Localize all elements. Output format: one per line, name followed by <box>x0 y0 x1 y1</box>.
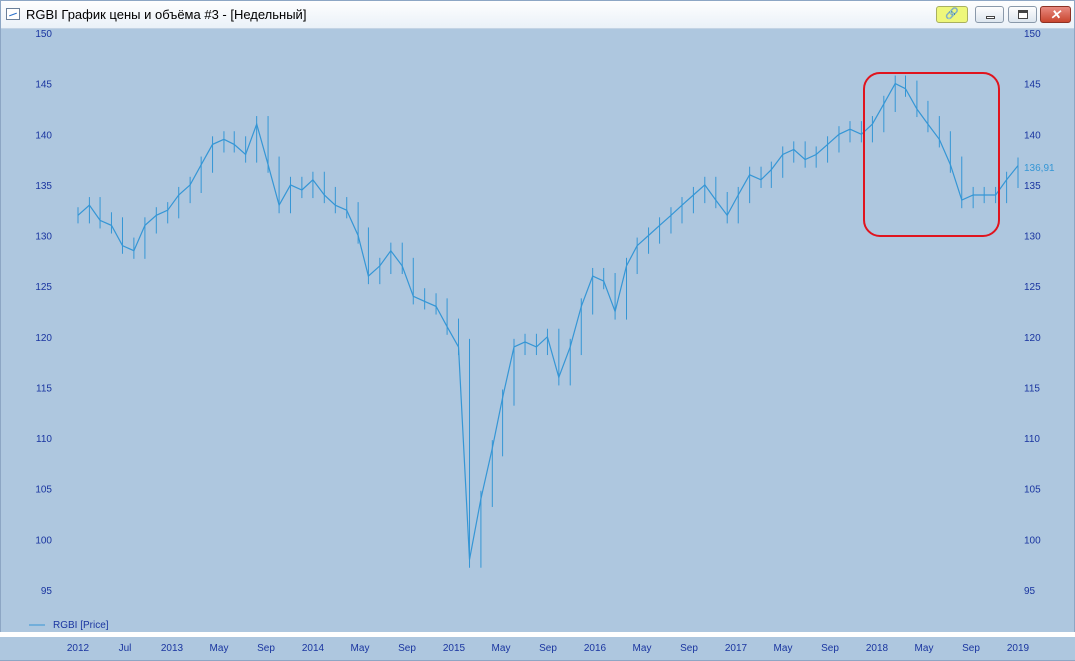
y-tick-label-right: 105 <box>1024 485 1041 496</box>
last-value-label: 136,91 <box>1024 163 1055 174</box>
minimize-button[interactable] <box>975 6 1004 23</box>
maximize-button[interactable] <box>1008 6 1037 23</box>
legend-label: RGBI [Price] <box>53 620 109 631</box>
link-icon: 🔗 <box>945 8 959 20</box>
y-tick-label-right: 145 <box>1024 80 1041 91</box>
x-tick-label: May <box>210 643 229 654</box>
y-axis-left: 150 145 140 135 130 125 120 115 110 105 100 95 <box>35 29 52 597</box>
y-tick-label-right: 100 <box>1024 535 1041 546</box>
legend: RGBI [Price] <box>29 620 109 631</box>
y-tick-label-right: 150 <box>1024 29 1041 40</box>
series-line <box>77 82 1019 560</box>
x-tick-label: 2016 <box>584 643 607 654</box>
y-tick-label-right: 140 <box>1024 130 1041 141</box>
minimize-icon <box>986 16 995 19</box>
y-tick-label-right: 130 <box>1024 232 1041 243</box>
x-tick-label: Sep <box>821 643 839 654</box>
y-tick-label-left: 125 <box>35 282 52 293</box>
y-tick-label-left: 95 <box>41 586 53 597</box>
y-tick-label-right: 120 <box>1024 333 1041 344</box>
x-tick-label: Sep <box>398 643 416 654</box>
x-tick-label: 2014 <box>302 643 325 654</box>
y-tick-label-left: 100 <box>35 535 52 546</box>
x-tick-label: Sep <box>257 643 275 654</box>
x-tick-label: Sep <box>680 643 698 654</box>
x-tick-label: 2017 <box>725 643 748 654</box>
y-tick-label-right: 125 <box>1024 282 1041 293</box>
y-tick-label-left: 120 <box>35 333 52 344</box>
y-tick-label-right: 115 <box>1024 383 1040 394</box>
bottom-separator <box>0 632 1075 637</box>
y-tick-label-left: 140 <box>35 130 52 141</box>
x-tick-label: May <box>492 643 511 654</box>
y-tick-label-left: 115 <box>36 383 52 394</box>
x-tick-label: Sep <box>962 643 980 654</box>
y-tick-label-left: 135 <box>35 181 52 192</box>
x-tick-label: May <box>633 643 652 654</box>
link-button[interactable]: 🔗 <box>936 6 968 23</box>
x-tick-label: Sep <box>539 643 557 654</box>
chart-app-icon <box>6 8 20 20</box>
x-tick-label: May <box>774 643 793 654</box>
x-tick-label: Jul <box>119 643 132 654</box>
title-bar[interactable]: RGBI График цены и объёма #3 - [Недельны… <box>1 1 1074 29</box>
maximize-icon <box>1018 10 1028 19</box>
x-tick-label: 2019 <box>1007 643 1030 654</box>
x-tick-label: May <box>351 643 370 654</box>
y-tick-label-left: 110 <box>36 434 52 445</box>
y-axis-right: 150 145 140 135 130 125 120 115 110 105 100 95 <box>1024 29 1041 597</box>
y-tick-label-left: 145 <box>35 80 52 91</box>
close-button[interactable]: ✕ <box>1040 6 1071 23</box>
x-tick-label: 2015 <box>443 643 466 654</box>
y-tick-label-left: 150 <box>35 29 52 40</box>
y-tick-label-right: 135 <box>1024 181 1041 192</box>
y-tick-label-right: 95 <box>1024 586 1036 597</box>
close-icon: ✕ <box>1050 7 1061 22</box>
series-layer <box>77 75 1019 568</box>
window-title: RGBI График цены и объёма #3 - [Недельны… <box>26 7 307 22</box>
x-tick-label: 2018 <box>866 643 889 654</box>
y-tick-label-left: 105 <box>35 485 52 496</box>
x-axis: 2012 Jul 2013 May Sep 2014 May Sep 2015 May Sep 201… <box>67 643 1030 654</box>
y-tick-label-right: 110 <box>1024 434 1040 445</box>
y-tick-label-left: 130 <box>35 232 52 243</box>
annotation-box <box>863 72 1000 237</box>
x-tick-label: May <box>915 643 934 654</box>
x-tick-label: 2012 <box>67 643 90 654</box>
x-tick-label: 2013 <box>161 643 184 654</box>
